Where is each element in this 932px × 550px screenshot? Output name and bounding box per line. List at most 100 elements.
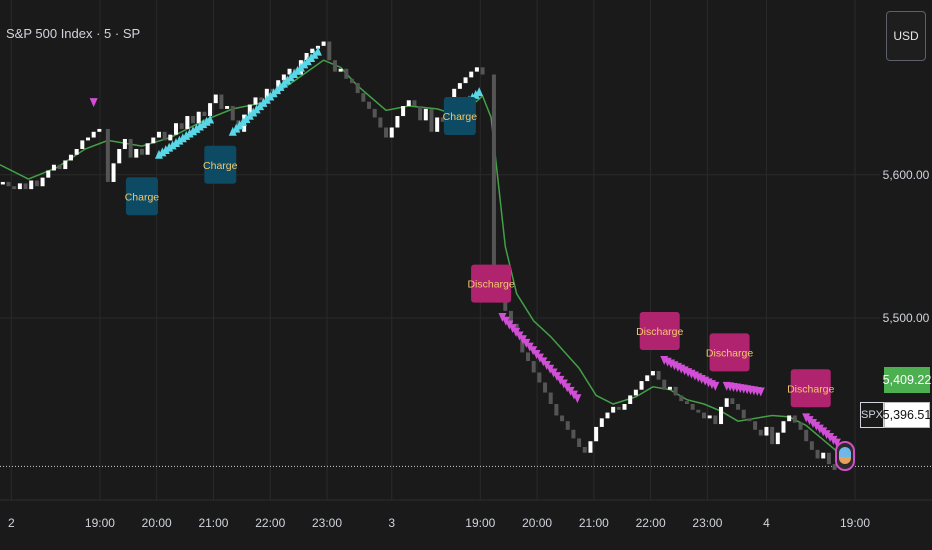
candle (401, 106, 406, 117)
candle (526, 352, 530, 362)
x-tick-label: 22:00 (636, 516, 666, 530)
candle (611, 406, 616, 413)
discharge-marker (829, 435, 838, 445)
ema-price-tag: 5,409.22 (883, 367, 931, 393)
candle (690, 404, 695, 410)
candle (247, 104, 252, 115)
charge-label: Charge (125, 191, 160, 203)
candle (63, 160, 68, 170)
charge-marker (172, 137, 180, 147)
x-tick-label: 23:00 (312, 516, 342, 530)
candle (605, 412, 610, 419)
currency-button[interactable]: USD (886, 11, 926, 61)
candle (656, 371, 661, 380)
candle (792, 415, 797, 423)
candle (208, 103, 213, 117)
candle (361, 93, 366, 102)
candle (480, 67, 485, 75)
candle (350, 78, 354, 84)
candle (747, 418, 752, 422)
candle (457, 83, 462, 89)
price-axis: 5,600.00 5,500.00 (883, 168, 930, 325)
discharge-label-box (471, 264, 512, 303)
candle (707, 415, 712, 419)
candle (156, 131, 161, 138)
candle (469, 71, 474, 78)
chart-grid (0, 0, 932, 501)
charge-marker (206, 114, 215, 124)
candle (650, 371, 655, 376)
candle (452, 88, 457, 104)
last-price-tag: 5,396.51 (883, 402, 931, 428)
candle (151, 137, 156, 144)
candle (662, 379, 667, 390)
candle (174, 123, 178, 135)
candle (508, 310, 513, 324)
candle (753, 421, 758, 430)
candle (219, 94, 224, 109)
candle (741, 409, 746, 419)
candle (429, 108, 434, 132)
discharge-marker (89, 98, 98, 108)
candle (80, 140, 85, 149)
candle (12, 186, 17, 190)
charge-marker (154, 149, 163, 159)
charge-marker (168, 140, 177, 150)
candle (332, 60, 337, 72)
candle (74, 148, 79, 155)
candle (91, 131, 96, 138)
candle (667, 386, 672, 390)
candle (185, 116, 190, 129)
discharge-marker (802, 413, 811, 423)
candle (815, 449, 820, 459)
discharge-marker (756, 387, 765, 397)
candle (582, 446, 587, 453)
candle (372, 108, 377, 118)
candle (645, 375, 650, 382)
candle (51, 164, 56, 171)
charge-marker (175, 135, 184, 145)
candle (764, 426, 769, 436)
discharge-marker (819, 427, 828, 437)
candle (40, 177, 45, 187)
candle (798, 422, 803, 430)
charge-marker (185, 128, 194, 138)
candle (276, 80, 281, 92)
candle (491, 74, 496, 290)
candle (435, 117, 440, 132)
charge-marker (189, 126, 198, 136)
discharge-label-box (790, 369, 831, 408)
discharge-label: Discharge (787, 383, 834, 395)
candle (196, 111, 201, 124)
avatar[interactable] (835, 441, 855, 471)
candle (804, 429, 809, 442)
candle (440, 117, 445, 122)
x-tick-label: 19:00 (840, 516, 870, 530)
charge-label: Charge (443, 111, 478, 123)
candle (344, 68, 349, 79)
candle (122, 138, 127, 149)
discharge-label: Discharge (636, 326, 683, 338)
candle (594, 426, 599, 442)
candle (406, 100, 411, 107)
candle (599, 418, 604, 427)
candle (821, 452, 826, 459)
candle (781, 421, 786, 433)
candle (29, 180, 34, 190)
candle (287, 68, 292, 75)
candle (264, 88, 269, 101)
candle (0, 181, 5, 185)
candle (622, 404, 627, 410)
charge-marker (161, 145, 170, 155)
discharge-marker (711, 381, 720, 391)
discharge-label: Discharge (467, 279, 514, 291)
charge-marker (202, 116, 211, 126)
discharge-marker (809, 418, 818, 428)
discharge-label-box (639, 311, 680, 350)
candle (259, 97, 264, 101)
candle (588, 441, 593, 453)
candle (565, 421, 570, 430)
candle (730, 398, 735, 405)
charge-label-box (443, 97, 476, 136)
